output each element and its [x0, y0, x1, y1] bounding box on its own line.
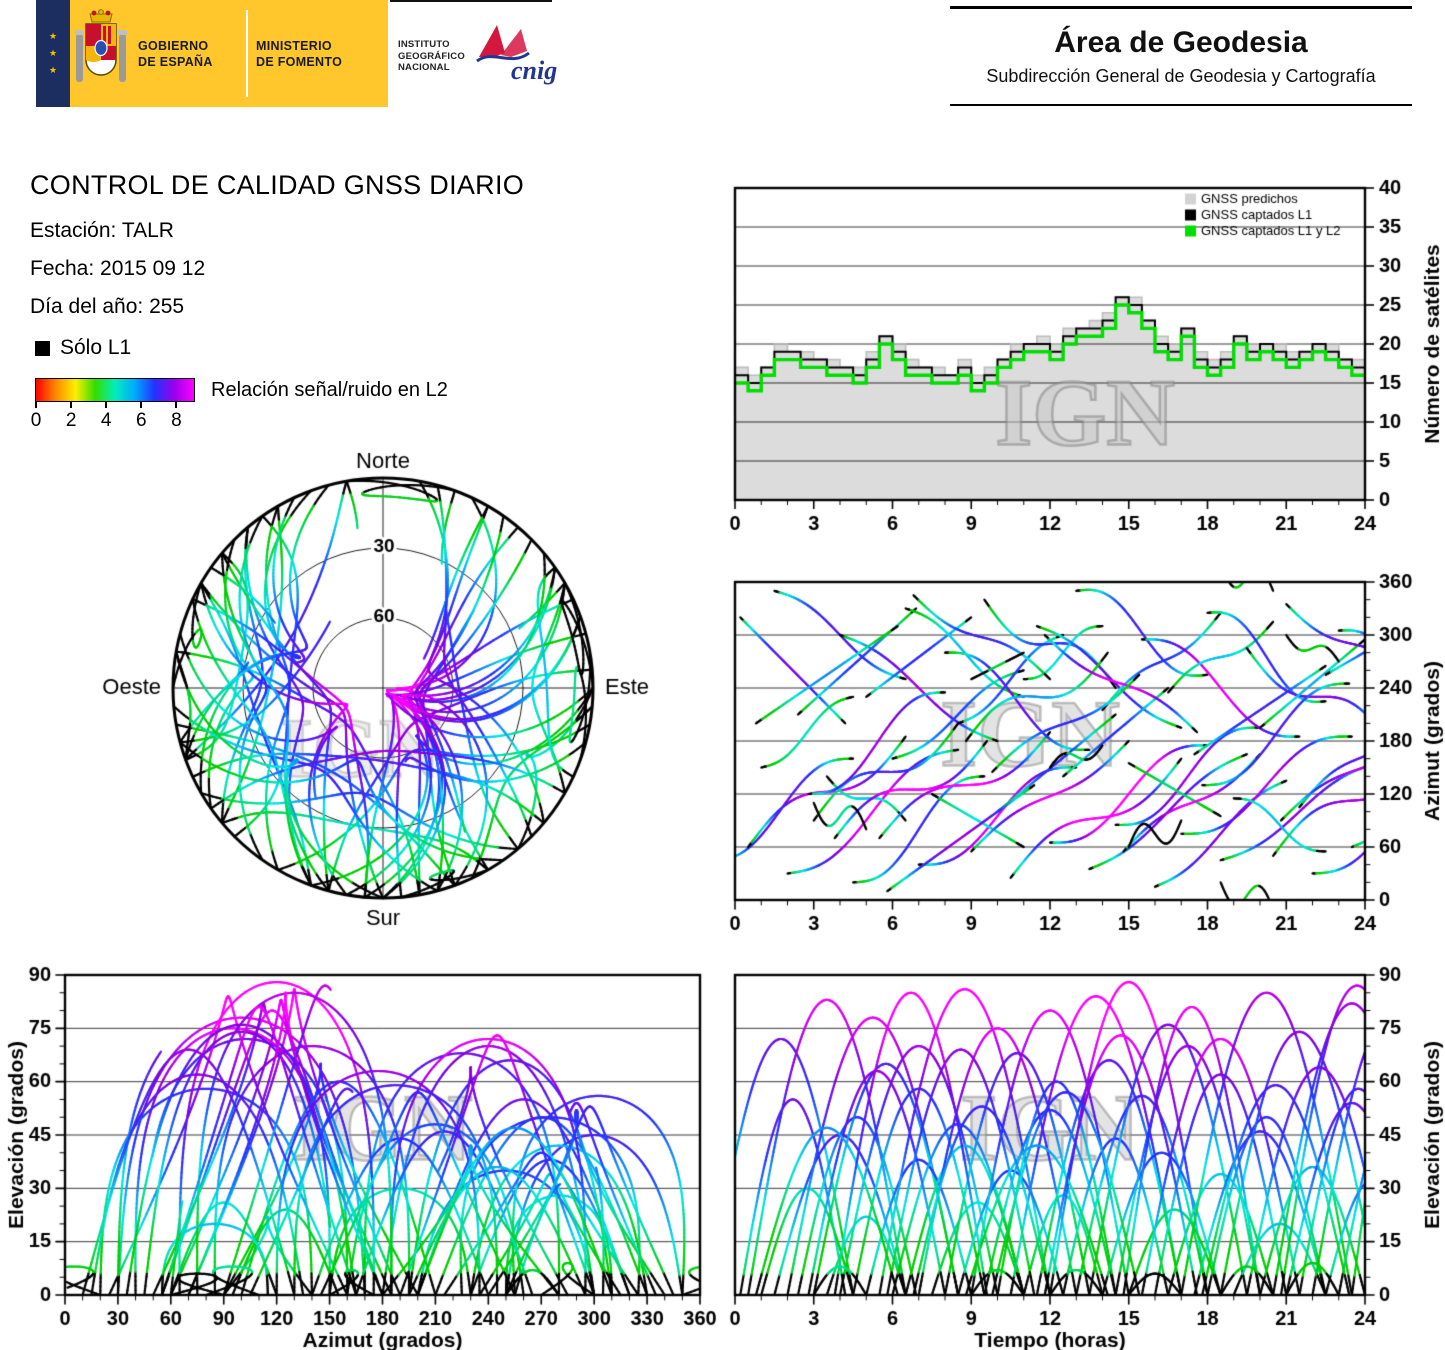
snr-colorbar-legend: Relación señal/ruido en L2 0 2 4 6 8 — [31, 378, 448, 436]
skyplot-canvas — [60, 435, 700, 950]
ministerio-text: MINISTERIO DE FOMENTO — [256, 0, 352, 107]
date-label: Fecha: 2015 09 12 — [30, 257, 206, 280]
gobierno-line2: DE ESPAÑA — [138, 54, 213, 69]
snr-tick-mark — [70, 402, 73, 408]
snr-colorbar-ticks: 0 2 4 6 8 — [31, 402, 195, 436]
instituto-line3: NACIONAL — [398, 62, 450, 74]
snr-tick-mark — [105, 402, 108, 408]
ign-cnig-logo: INSTITUTO GEOGRÁFICO NACIONAL cnig — [390, 0, 557, 107]
cnig-text: cnig — [511, 56, 557, 85]
black-square-icon — [35, 340, 50, 356]
elevation-time-chart-canvas — [700, 948, 1445, 1350]
page-title: CONTROL DE CALIDAD GNSS DIARIO — [30, 170, 525, 200]
snr-colorbar — [35, 378, 195, 402]
snr-tick-mark — [35, 402, 37, 408]
snr-tick-label: 4 — [100, 410, 112, 431]
snr-tick-label: 0 — [30, 410, 42, 431]
instituto-line2: GEOGRÁFICO — [398, 50, 465, 62]
ministerio-line2: DE FOMENTO — [256, 54, 343, 69]
cnig-logo-icon: cnig — [471, 23, 557, 90]
gobierno-espana-logo: ★ ★ ★ — [36, 0, 388, 107]
star-icon: ★ — [48, 48, 58, 58]
star-icon: ★ — [48, 65, 58, 75]
snr-tick-label: 6 — [136, 410, 147, 431]
doy-label: Día del año: 255 — [30, 295, 185, 318]
snr-tick-label: 8 — [171, 410, 182, 431]
instituto-line1: INSTITUTO — [398, 39, 450, 51]
area-geodesia-header: Área de Geodesia Subdirección General de… — [950, 6, 1412, 106]
area-subtitle: Subdirección General de Geodesia y Carto… — [986, 66, 1376, 86]
elevation-azimuth-chart-canvas — [0, 948, 720, 1350]
snr-colorbar-label: Relación señal/ruido en L2 — [211, 378, 448, 401]
solo-l1-label: Sólo L1 — [60, 336, 132, 359]
station-label: Estación: TALR — [30, 219, 174, 242]
star-icon: ★ — [48, 31, 58, 41]
ministerio-line1: MINISTERIO — [256, 38, 332, 53]
banner-divider — [246, 10, 248, 97]
satellite-count-chart-canvas — [700, 168, 1445, 548]
spain-coat-of-arms-icon — [70, 0, 132, 107]
gobierno-line1: GOBIERNO — [138, 38, 209, 53]
snr-tick-mark — [140, 402, 143, 408]
instituto-geografico-text: INSTITUTO GEOGRÁFICO NACIONAL — [390, 39, 465, 74]
report-info: CONTROL DE CALIDAD GNSS DIARIO Estación:… — [30, 170, 650, 333]
flag-strip-icon: ★ ★ ★ — [36, 0, 70, 107]
snr-tick-mark — [175, 402, 178, 408]
gobierno-text: GOBIERNO DE ESPAÑA — [132, 0, 238, 107]
solo-l1-legend: Sólo L1 — [35, 336, 131, 360]
area-title: Área de Geodesia — [1054, 26, 1308, 59]
snr-tick-label: 2 — [65, 410, 77, 431]
azimuth-time-chart-canvas — [700, 558, 1445, 943]
